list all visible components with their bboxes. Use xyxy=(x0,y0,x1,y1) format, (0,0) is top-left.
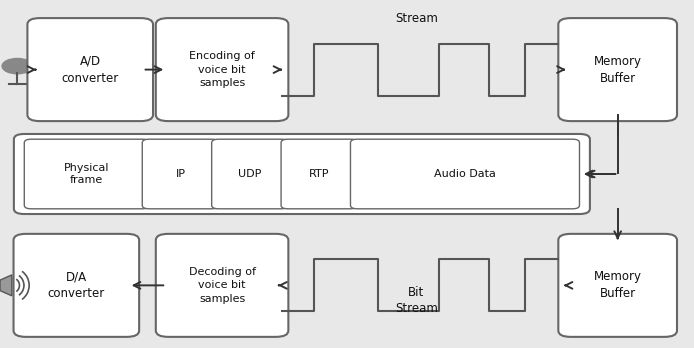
FancyBboxPatch shape xyxy=(14,134,590,214)
Text: A/D
converter: A/D converter xyxy=(62,55,119,85)
Text: Physical
frame: Physical frame xyxy=(64,163,110,185)
Text: Memory
Buffer: Memory Buffer xyxy=(593,270,642,300)
Text: Audio Data: Audio Data xyxy=(434,169,496,179)
Circle shape xyxy=(2,58,33,74)
FancyBboxPatch shape xyxy=(155,234,288,337)
FancyBboxPatch shape xyxy=(142,139,219,209)
FancyBboxPatch shape xyxy=(212,139,288,209)
Text: IP: IP xyxy=(176,169,185,179)
Text: Decoding of
voice bit
samples: Decoding of voice bit samples xyxy=(189,267,255,303)
Text: D/A
converter: D/A converter xyxy=(48,270,105,300)
FancyBboxPatch shape xyxy=(155,18,288,121)
FancyBboxPatch shape xyxy=(14,234,139,337)
Text: Stream: Stream xyxy=(395,12,438,25)
Text: Memory
Buffer: Memory Buffer xyxy=(593,55,642,85)
FancyBboxPatch shape xyxy=(558,234,677,337)
Text: UDP: UDP xyxy=(238,169,262,179)
Polygon shape xyxy=(0,275,12,296)
FancyBboxPatch shape xyxy=(558,18,677,121)
Text: Bit
Stream: Bit Stream xyxy=(395,286,438,315)
FancyBboxPatch shape xyxy=(281,139,357,209)
FancyBboxPatch shape xyxy=(350,139,579,209)
Text: Encoding of
voice bit
samples: Encoding of voice bit samples xyxy=(189,52,255,88)
Text: RTP: RTP xyxy=(309,169,330,179)
FancyBboxPatch shape xyxy=(28,18,153,121)
FancyBboxPatch shape xyxy=(24,139,149,209)
